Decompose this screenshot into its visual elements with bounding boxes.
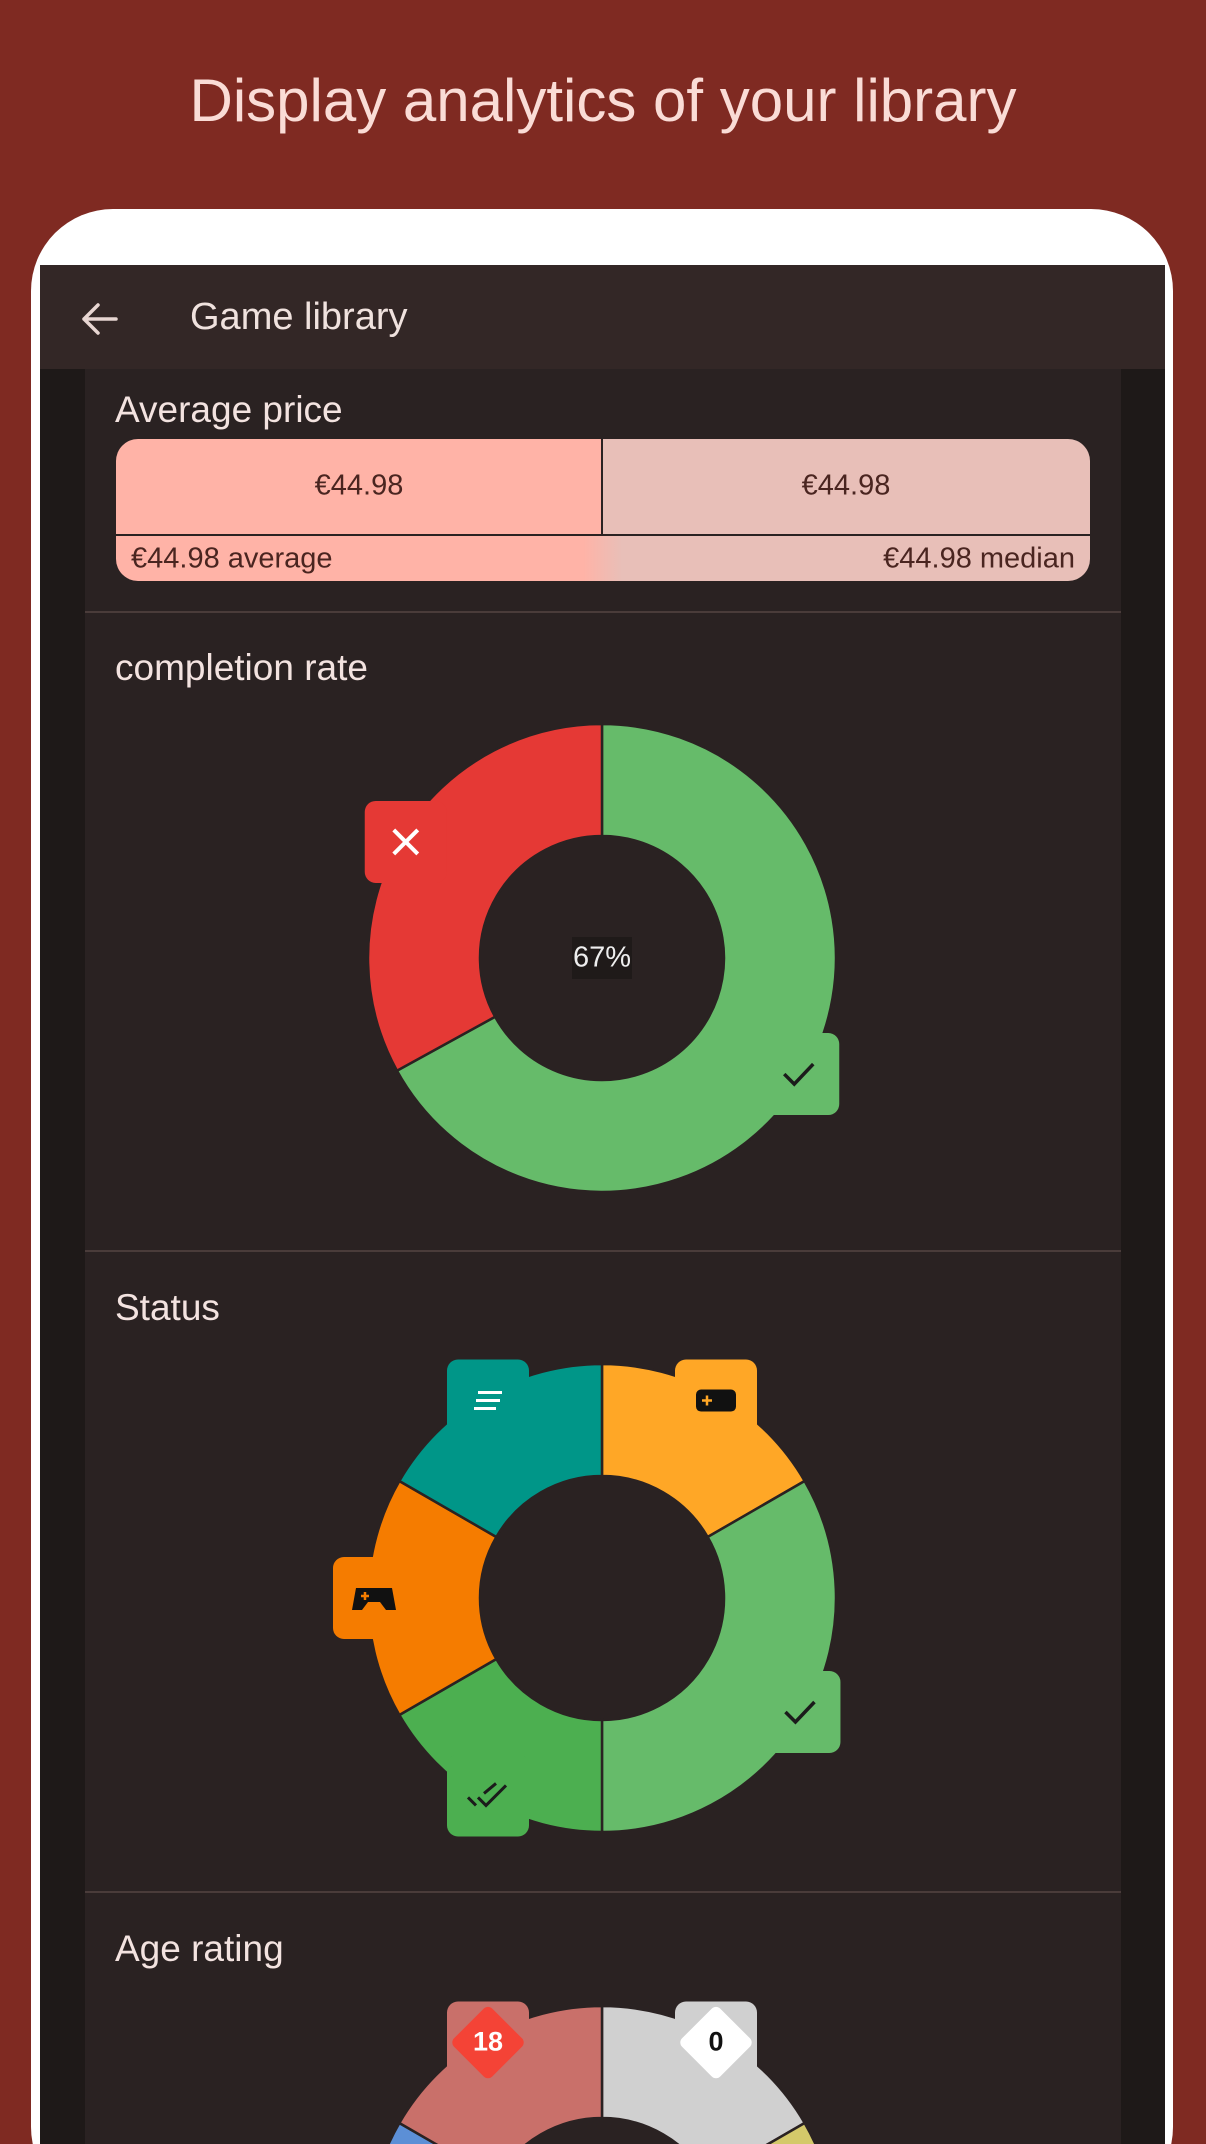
center-label-bg [572,937,632,979]
section-title: Status [115,1287,220,1328]
icon [702,1395,712,1406]
median-cell [602,439,1090,535]
donut-segment [387,2121,439,2144]
icon [352,1588,396,1610]
donut-chart: 0 18 [387,2001,817,2144]
icon [466,1782,508,1808]
summary-strip [116,535,1090,581]
icon [392,828,420,856]
average-cell [116,439,602,535]
rating-diamond [452,2006,524,2079]
donut-chart [333,1359,841,1837]
average-value: €44.98 [315,470,404,502]
center-label: 67% [573,942,631,974]
segment-badge [757,1033,840,1116]
section-title: Average price [115,389,343,430]
donut-segment [366,1479,499,1717]
segment-badge [758,1671,841,1753]
rating-label: 0 [708,2027,723,2057]
icon [361,1592,369,1600]
icon [474,1391,502,1411]
icon [696,1389,736,1412]
rating-label: 18 [473,2027,503,2057]
average-label: €44.98 average [131,543,333,575]
section-title: Age rating [115,1928,284,1969]
back-button[interactable] [82,303,118,335]
section-title: completion rate [115,647,368,688]
app-bar-title: Game library [190,296,408,338]
donut-segment [397,1362,604,1539]
donut-chart: 67% [364,722,840,1194]
median-label: €44.98 median [883,543,1075,575]
median-value: €44.98 [802,470,891,502]
price-bar [116,439,1090,581]
rating-diamond [680,2006,752,2079]
segment-badge [447,1754,529,1837]
donut-segment [397,1657,604,1834]
donut-segment [600,1362,807,1539]
app-bar [40,265,1165,369]
icon [783,1062,815,1087]
donut-segment [765,2121,817,2144]
headline: Display analytics of your library [190,67,1017,134]
icon [784,1700,816,1725]
donut-segment [395,722,838,1194]
content [85,369,1121,2144]
